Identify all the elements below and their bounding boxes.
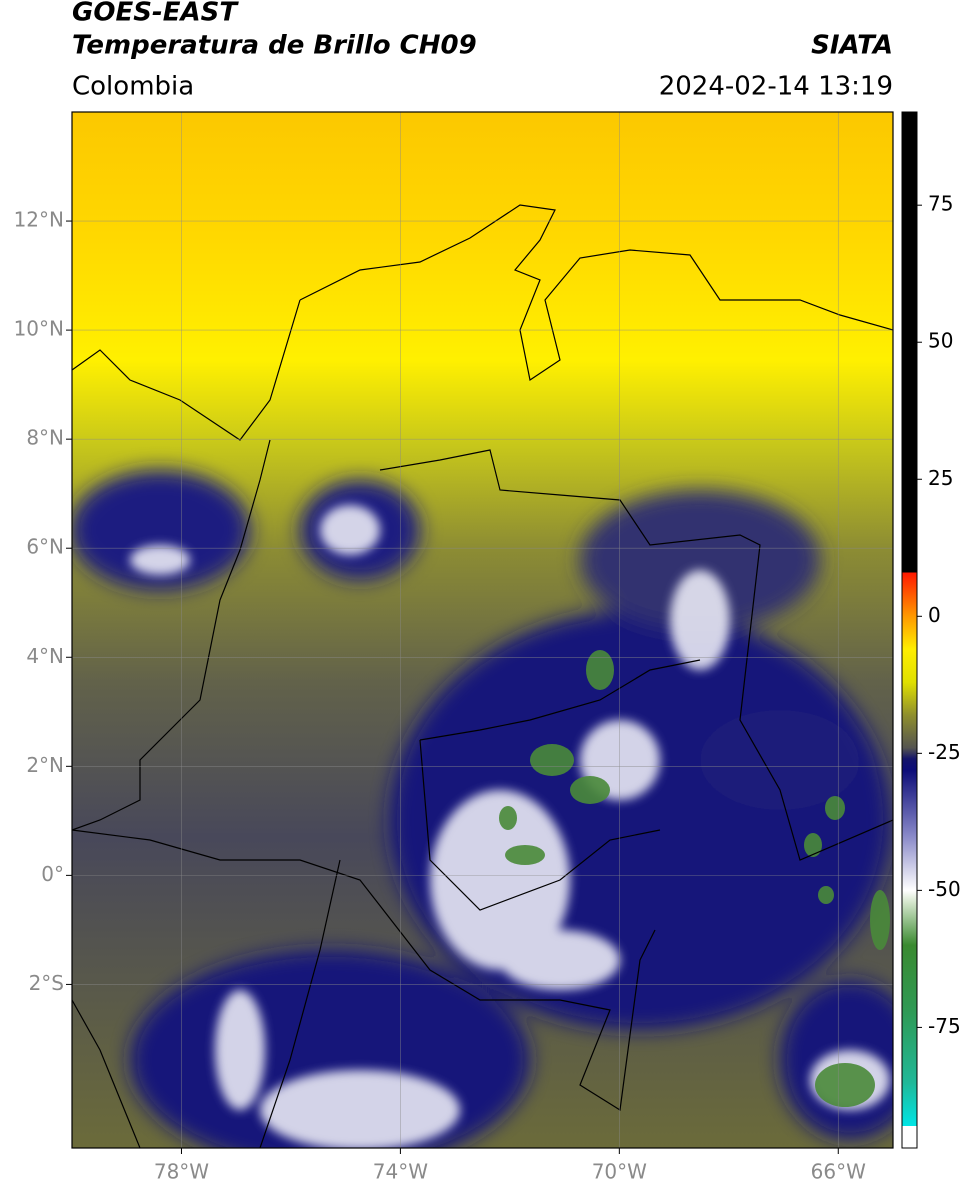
x-tick-label: 78°W	[154, 1160, 209, 1184]
colorbar	[901, 111, 918, 1149]
colorbar-tick-label: 50	[928, 329, 953, 353]
y-tick-label: 0°	[41, 862, 64, 886]
x-tick-label: 70°W	[592, 1160, 647, 1184]
colorbar-tick-label: 0	[928, 603, 941, 627]
product-title: Temperatura de Brillo CH09	[72, 31, 477, 61]
colorbar-tick-label: -25	[928, 740, 961, 764]
source-label: SIATA	[811, 31, 893, 61]
y-tick-label: 2°S	[29, 971, 64, 995]
y-tick-label: 6°N	[26, 535, 64, 559]
colorbar-tick-label: 75	[928, 192, 953, 216]
datetime-label: 2024-02-14 13:19	[659, 72, 893, 102]
y-tick-label: 10°N	[14, 317, 64, 341]
colorbar-tick-label: -75	[928, 1014, 961, 1038]
colorbar-tick-label: -50	[928, 877, 961, 901]
satellite-title: GOES-EAST	[72, 0, 239, 28]
satellite-image	[72, 112, 893, 1148]
colorbar-tick-label: 25	[928, 466, 953, 490]
region-label: Colombia	[72, 72, 194, 102]
grid	[72, 112, 893, 1148]
map-frame	[71, 111, 894, 1149]
y-tick-label: 4°N	[26, 644, 64, 668]
x-tick-label: 66°W	[811, 1160, 866, 1184]
y-tick-label: 12°N	[14, 208, 64, 232]
y-tick-label: 2°N	[26, 753, 64, 777]
x-tick-label: 74°W	[373, 1160, 428, 1184]
y-tick-label: 8°N	[26, 426, 64, 450]
